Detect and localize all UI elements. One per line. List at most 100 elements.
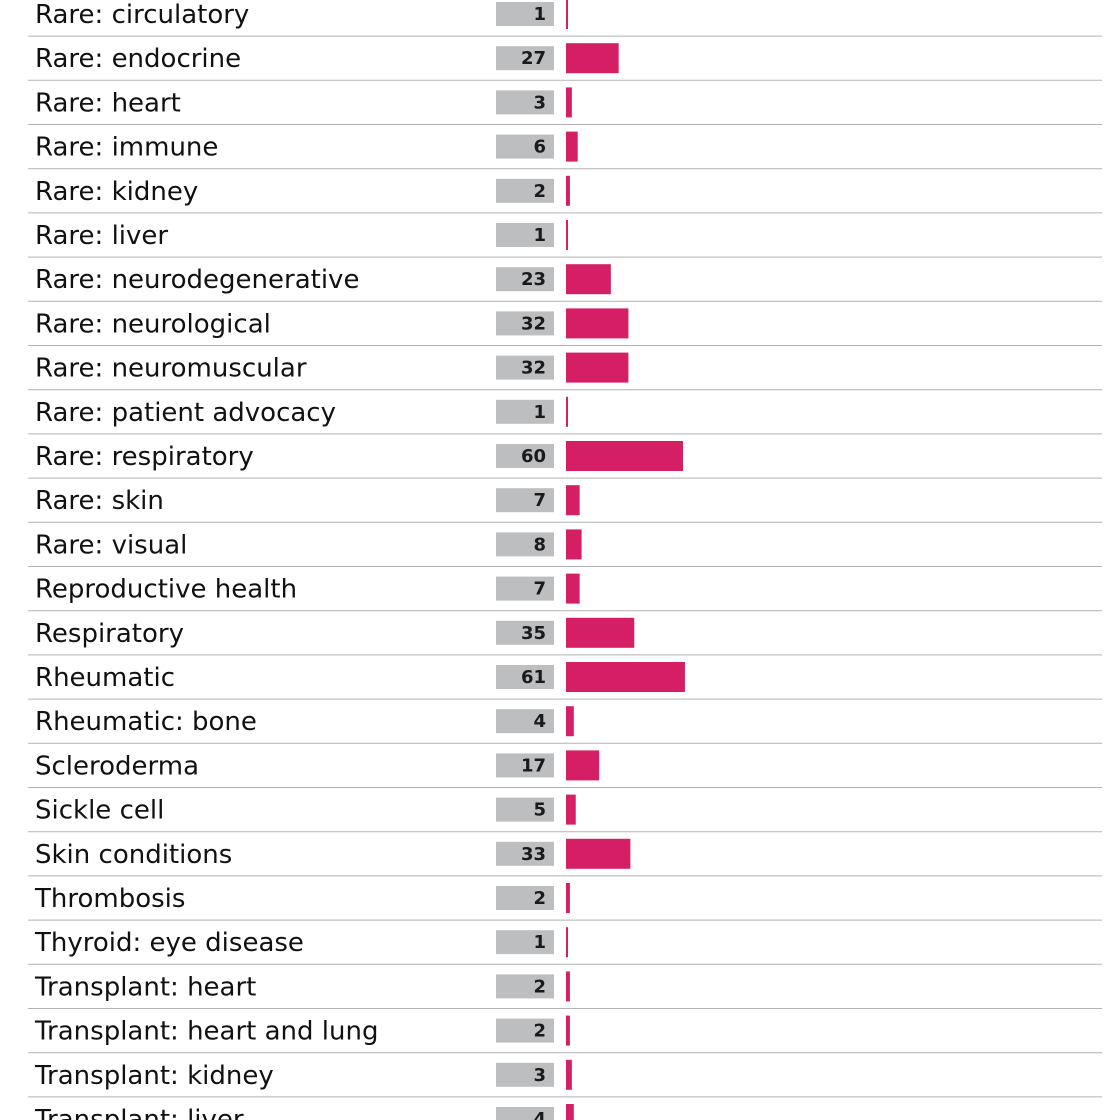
category-label: Rare: immune (35, 133, 218, 163)
data-label: 35 (521, 623, 546, 644)
chart-row: Rare: respiratory 60 (28, 441, 1102, 479)
bar (566, 838, 631, 869)
value-box (496, 399, 554, 424)
category-label: Thrombosis (34, 884, 185, 914)
chart-row: Respiratory 35 (28, 617, 1102, 656)
data-label: 3 (533, 92, 546, 113)
bar (566, 750, 600, 781)
value-box (496, 1018, 554, 1043)
data-label: 2 (533, 888, 546, 909)
chart-row: Skin conditions 33 (28, 838, 1102, 877)
chart-row: Rare: immune 6 (28, 131, 1102, 170)
value-box (496, 2, 554, 26)
value-box (496, 532, 554, 557)
category-label: Transplant: heart and lung (34, 1017, 378, 1047)
chart-row: Thyroid: eye disease 1 (28, 927, 1102, 965)
value-box (496, 1062, 554, 1087)
chart-row: Thrombosis 2 (28, 883, 1102, 921)
data-label: 17 (521, 755, 546, 776)
value-box (496, 886, 554, 910)
bar (566, 927, 568, 958)
bar (566, 87, 572, 118)
bar (566, 1104, 574, 1120)
value-box (496, 134, 554, 159)
data-label: 27 (521, 48, 546, 69)
category-label: Rare: patient advocacy (35, 398, 336, 428)
bar (566, 396, 568, 427)
value-box (496, 267, 554, 292)
chart-row: Transplant: heart and lung 2 (28, 1015, 1102, 1054)
chart-row: Reproductive health 7 (28, 573, 1102, 612)
chart-row: Rare: circulatory 1 (28, 0, 1102, 37)
chart-row: Rheumatic 61 (28, 662, 1102, 700)
bar (566, 0, 568, 29)
value-box (496, 355, 554, 380)
data-label: 61 (521, 667, 546, 688)
bar (566, 706, 574, 737)
data-label: 1 (533, 402, 546, 423)
category-label: Transplant: liver (34, 1105, 244, 1120)
chart-row: Rare: skin 7 (28, 485, 1102, 523)
data-label: 32 (521, 313, 546, 334)
bar (566, 352, 629, 383)
category-label: Rare: skin (35, 486, 164, 516)
chart-row: Transplant: liver 4 (34, 1104, 574, 1120)
bar (566, 441, 683, 471)
chart-row: Rare: neurodegenerative 23 (28, 264, 1102, 302)
chart-row: Transplant: heart 2 (28, 971, 1102, 1009)
data-label: 2 (533, 976, 546, 997)
chart-row: Rare: endocrine 27 (28, 43, 1102, 81)
data-label: 1 (533, 4, 546, 25)
category-label: Rare: neurodegenerative (35, 265, 359, 295)
bar (566, 883, 570, 913)
data-label: 33 (521, 844, 546, 865)
bar (566, 794, 576, 825)
value-box (496, 753, 554, 778)
data-label: 5 (533, 800, 546, 821)
category-label: Transplant: kidney (34, 1061, 274, 1091)
data-label: 6 (533, 137, 546, 158)
value-box (496, 1107, 554, 1120)
bar (566, 662, 685, 692)
category-label: Rare: visual (35, 530, 187, 560)
chart-row: Rare: kidney 2 (28, 175, 1102, 214)
data-label: 7 (533, 579, 546, 600)
category-label: Sickle cell (35, 796, 164, 826)
value-box (496, 46, 554, 71)
bar (566, 1059, 572, 1090)
data-label: 7 (533, 490, 546, 511)
value-box (496, 223, 554, 247)
category-label: Rare: neurological (35, 309, 271, 339)
bar (566, 1015, 570, 1046)
value-box (496, 90, 554, 115)
data-label: 23 (521, 269, 546, 290)
bar (566, 175, 570, 206)
value-box (496, 576, 554, 601)
chart-row: Scleroderma 17 (28, 750, 1102, 788)
chart-row: Rheumatic: bone 4 (28, 706, 1102, 744)
category-label: Rare: neuromuscular (35, 354, 307, 384)
bar (566, 617, 635, 648)
category-label: Transplant: heart (34, 972, 256, 1002)
bar (566, 43, 619, 74)
bar (566, 264, 611, 295)
category-label: Skin conditions (35, 840, 232, 870)
bar (566, 308, 629, 339)
bar (566, 131, 578, 162)
category-label: Scleroderma (35, 751, 199, 781)
category-label: Rare: kidney (35, 177, 198, 207)
value-box (496, 709, 554, 734)
chart-row: Rare: visual 8 (28, 529, 1102, 567)
data-label: 2 (533, 1021, 546, 1042)
value-box (496, 620, 554, 645)
value-box (496, 178, 554, 203)
chart-row: Rare: heart 3 (28, 87, 1102, 125)
bar (566, 529, 582, 560)
data-label: 4 (533, 711, 546, 732)
data-label: 1 (533, 932, 546, 953)
category-label: Thyroid: eye disease (34, 928, 304, 958)
bar (566, 485, 580, 516)
chart-row: Rare: neurological 32 (28, 308, 1102, 346)
value-box (496, 797, 554, 822)
